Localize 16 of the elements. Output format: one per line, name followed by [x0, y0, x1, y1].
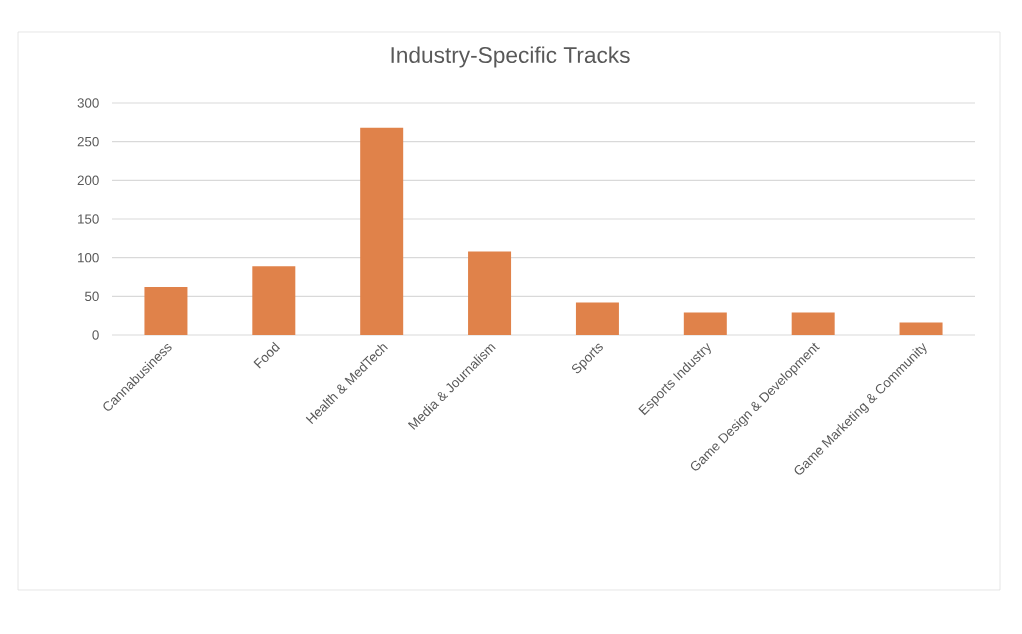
bar — [791, 312, 835, 335]
y-tick-label: 50 — [85, 291, 99, 302]
y-tick-label: 300 — [77, 98, 99, 108]
y-tick-label: 150 — [78, 214, 99, 224]
y-tick-label: 0 — [92, 330, 99, 340]
bar — [468, 251, 512, 335]
bar — [360, 127, 404, 335]
bar — [683, 312, 727, 335]
y-tick-label: 200 — [77, 175, 99, 186]
bar — [144, 287, 188, 335]
chart-title: Industry-Specific Tracks — [391, 46, 630, 68]
bar — [575, 302, 619, 335]
y-tick-label: 100 — [78, 252, 99, 263]
bar — [899, 322, 943, 335]
bar — [252, 266, 296, 335]
y-tick-label: 250 — [77, 136, 99, 147]
